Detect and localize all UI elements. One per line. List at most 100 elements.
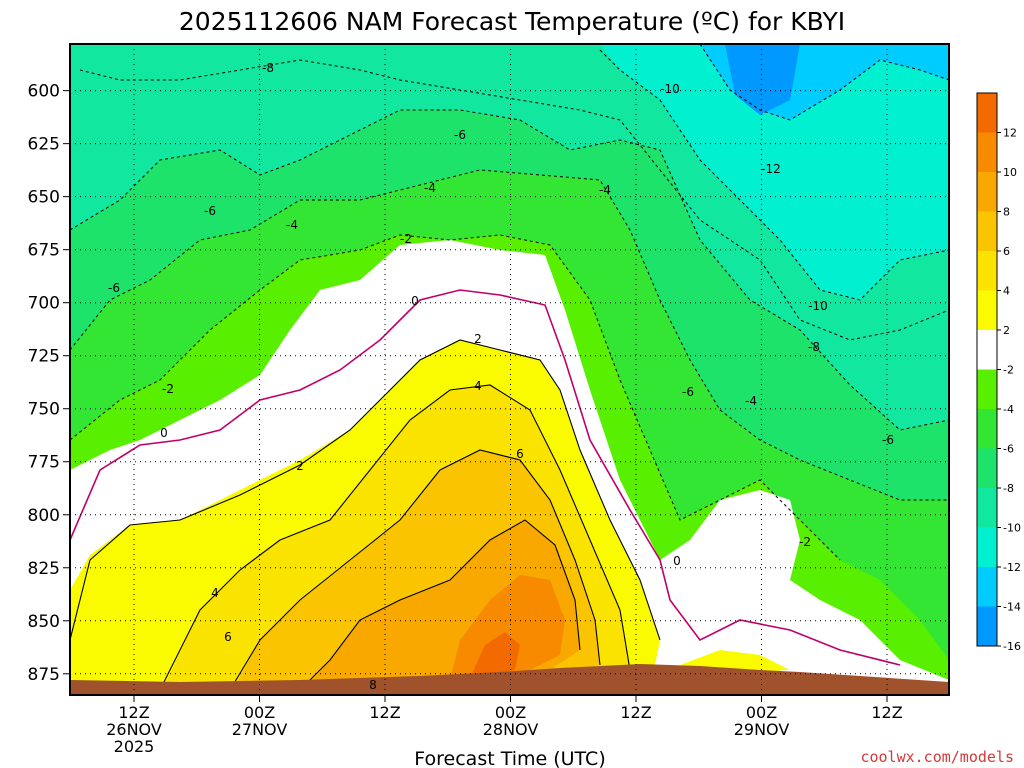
colorbar-label: 8 <box>1003 206 1010 219</box>
colorbar-swatch <box>977 606 997 646</box>
y-tick-label: 625 <box>28 135 60 155</box>
region-above-12 <box>470 632 520 678</box>
region-minus-14-to-minus-16 <box>725 44 800 115</box>
contour-minus-8 <box>79 59 949 341</box>
grid <box>70 44 949 695</box>
x-tick-label: 29NOV <box>734 720 790 739</box>
contour-minus-4 <box>70 169 949 501</box>
contour-label: -8 <box>808 340 820 354</box>
colorbar-label: -8 <box>1003 482 1014 495</box>
colorbar-label: 4 <box>1003 285 1010 298</box>
colorbar-label: -4 <box>1003 403 1014 416</box>
contour-label: -10 <box>808 299 828 313</box>
colorbar-swatch <box>977 448 997 488</box>
contour-label: 0 <box>673 554 681 568</box>
colorbar-swatch <box>977 369 997 409</box>
x-tick-label: 00Z <box>746 703 777 722</box>
x-tick-label: 00Z <box>495 703 526 722</box>
colorbar-swatch <box>977 567 997 607</box>
contour-label: -4 <box>286 218 298 232</box>
contour-label: -8 <box>262 61 274 75</box>
contour-label: -4 <box>599 183 611 197</box>
colorbar: 12 10 8 6 4 2 -2 -4 -6 -8 -10 -12 -14 -16 <box>976 92 1021 653</box>
y-tick-label: 850 <box>28 612 60 632</box>
x-axis-label: Forecast Time (UTC) <box>414 748 605 768</box>
colorbar-swatch <box>977 290 997 330</box>
contour-minus-10 <box>599 49 949 301</box>
x-tick-label: 12Z <box>871 703 902 722</box>
contour-label: -6 <box>108 281 120 295</box>
colorbar-label: -10 <box>1003 522 1021 535</box>
y-tick-label: 700 <box>28 294 60 314</box>
contour-label: -2 <box>400 232 412 246</box>
contour-label: 6 <box>516 447 524 461</box>
contour-8 <box>299 519 581 691</box>
y-axis: 600 625 650 675 700 725 750 775 800 825 850 875 <box>28 82 70 685</box>
contour-labels: -8 -10 -6 -12 -4 -6 -4 -4 -2 -6 -10 0 -8 2 -2 4 -6 -4 0 6 -6… <box>108 61 894 692</box>
y-tick-label: 600 <box>28 82 60 102</box>
contour-label: -10 <box>660 82 680 96</box>
contour-minus-12 <box>699 44 949 121</box>
region-2-to-4-secondary <box>680 650 790 670</box>
y-tick-label: 875 <box>28 665 60 685</box>
colorbar-label: -16 <box>1003 640 1021 653</box>
contour-label: 4 <box>211 586 219 600</box>
colorbar-label: 6 <box>1003 245 1010 258</box>
colorbar-label: -12 <box>1003 561 1021 574</box>
colorbar-swatch <box>977 211 997 251</box>
colorbar-label: 10 <box>1003 166 1017 179</box>
credit-text: coolwx.com/models <box>860 748 1014 766</box>
contour-label: 0 <box>160 426 168 440</box>
y-tick-label: 750 <box>28 400 60 420</box>
y-tick-label: 775 <box>28 453 60 473</box>
contour-label: -6 <box>882 433 894 447</box>
contour-label: -6 <box>204 204 216 218</box>
region-10-to-12 <box>450 575 565 680</box>
contour-label: 2 <box>474 332 482 346</box>
contour-label: -6 <box>454 128 466 142</box>
contour-label: 0 <box>411 294 419 308</box>
colorbar-label: -6 <box>1003 443 1014 456</box>
colorbar-swatch <box>977 330 997 370</box>
contour-label: -6 <box>682 385 694 399</box>
contour-label: 6 <box>224 630 232 644</box>
x-tick-label: 28NOV <box>483 720 539 739</box>
colorbar-swatch <box>977 132 997 172</box>
x-tick-label: 12Z <box>369 703 400 722</box>
contour-6 <box>229 449 601 691</box>
colorbar-swatch <box>977 93 997 133</box>
y-tick-label: 825 <box>28 559 60 579</box>
colorbar-label: 2 <box>1003 324 1010 337</box>
colorbar-swatch <box>977 409 997 449</box>
x-tick-label: 27NOV <box>232 720 288 739</box>
contour-label: -2 <box>799 535 811 549</box>
x-tick-label: 2025 <box>114 737 155 756</box>
colorbar-swatch <box>977 172 997 212</box>
contour-label: 8 <box>369 678 377 692</box>
plot-frame <box>69 43 950 696</box>
y-tick-label: 725 <box>28 347 60 367</box>
colorbar-label: -2 <box>1003 364 1014 377</box>
contour-minus-6 <box>70 109 949 431</box>
region-minus-10-to-minus-12 <box>600 44 949 300</box>
colorbar-swatch <box>977 527 997 567</box>
y-tick-label: 650 <box>28 188 60 208</box>
colorbar-swatch <box>977 488 997 528</box>
y-tick-label: 800 <box>28 506 60 526</box>
x-tick-label: 12Z <box>620 703 651 722</box>
contour-2 <box>70 339 661 641</box>
contour-label: 2 <box>296 459 304 473</box>
colorbar-label: -14 <box>1003 601 1021 614</box>
contour-0 <box>70 289 901 666</box>
x-tick-label: 26NOV <box>106 720 162 739</box>
x-tick-label: 12Z <box>118 703 149 722</box>
chart-title: 2025112606 NAM Forecast Temperature (ºC)… <box>179 7 845 36</box>
y-tick-label: 675 <box>28 241 60 261</box>
contour-label: -2 <box>162 382 174 396</box>
contour-label: -12 <box>761 162 781 176</box>
plot-area <box>70 44 949 695</box>
terrain <box>70 664 949 695</box>
colorbar-swatch <box>977 251 997 291</box>
